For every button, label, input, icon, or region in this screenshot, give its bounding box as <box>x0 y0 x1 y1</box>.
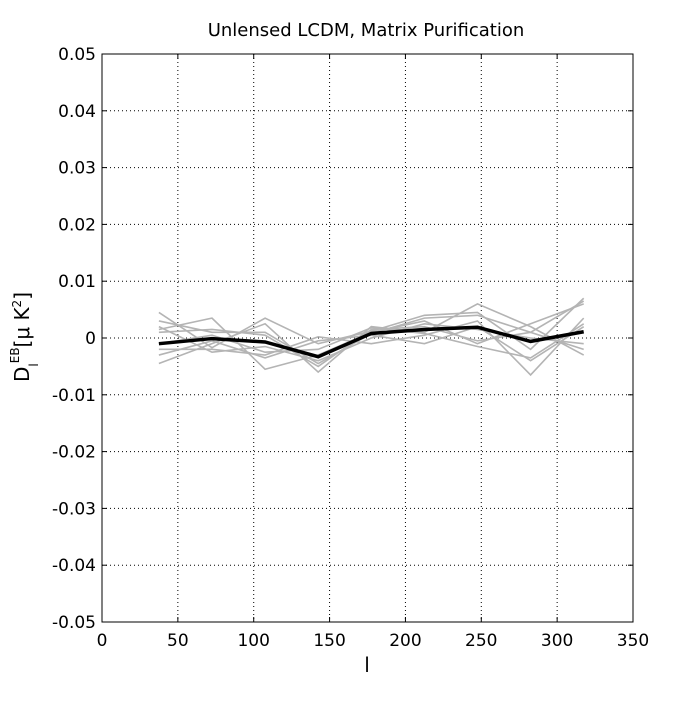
y-axis-label-superscript: EB <box>8 347 22 363</box>
realization-series-line <box>158 303 585 374</box>
y-axis-label-unit-suffix: ] <box>10 292 34 300</box>
x-tick-label: 0 <box>97 631 108 651</box>
y-tick-label: 0 <box>85 329 96 349</box>
x-tick-label: 350 <box>617 631 649 651</box>
mean-series-line <box>158 325 585 359</box>
series-layer <box>158 297 585 377</box>
y-tick-label: 0.01 <box>58 272 96 292</box>
y-axis-label-subscript: l <box>27 363 41 366</box>
realization-series-line <box>158 317 585 377</box>
x-tick-label: 200 <box>389 631 421 651</box>
tick-layer <box>101 53 634 623</box>
y-tick-label: -0.04 <box>52 556 96 576</box>
y-axis-label: Dl EB[μ K2] <box>8 292 41 382</box>
y-axis-label-unit-exponent: 2 <box>10 300 24 308</box>
y-tick-label: -0.03 <box>52 499 96 519</box>
y-tick-label: 0.02 <box>58 215 96 235</box>
x-tick-label: 100 <box>237 631 269 651</box>
y-tick-label: -0.02 <box>52 443 96 463</box>
y-tick-label: 0.03 <box>58 159 96 179</box>
chart-title: Unlensed LCDM, Matrix Purification <box>208 20 525 41</box>
y-tick-label: 0.05 <box>58 45 96 65</box>
y-tick-label: 0.04 <box>58 102 96 122</box>
y-axis-label-unit-prefix: [μ K <box>10 307 34 348</box>
x-tick-label: 250 <box>465 631 497 651</box>
x-tick-label: 50 <box>167 631 189 651</box>
x-tick-label: 150 <box>313 631 345 651</box>
tick-label-layer: 0 50 100 150 200 250 300 350 -0.05 -0.04 -0.03 -0.0… <box>52 45 649 651</box>
x-tick-label: 300 <box>541 631 573 651</box>
y-tick-label: -0.01 <box>52 386 96 406</box>
x-axis-label: l <box>364 653 370 677</box>
y-tick-label: -0.05 <box>52 613 96 633</box>
y-axis-label-main: D <box>10 367 34 382</box>
